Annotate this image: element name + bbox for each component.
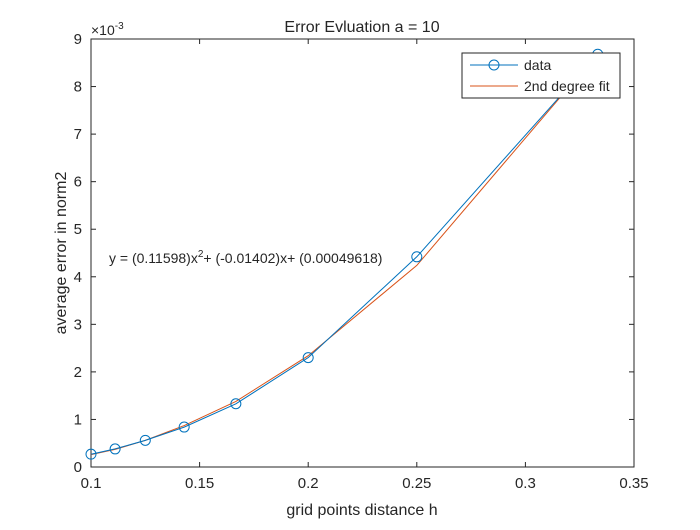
y-tick-label: 2	[74, 364, 82, 381]
data-point	[411, 251, 423, 263]
legend: data 2nd degree fit	[461, 52, 621, 99]
y-tick-label: 7	[74, 126, 82, 143]
y-axis-exponent-base: ×10	[91, 22, 115, 38]
y-axis-exponent: ×10-3	[91, 21, 124, 38]
x-tick-label: 0.3	[515, 475, 536, 492]
x-tick-label: 0.25	[402, 475, 431, 492]
legend-label-0: data	[524, 57, 551, 73]
y-tick-label: 3	[74, 316, 82, 333]
fit-equation-suffix: + (-0.01402)x+ (0.00049618)	[203, 250, 382, 266]
data-point	[139, 434, 151, 446]
fit-equation-annotation: y = (0.11598)x2+ (-0.01402)x+ (0.0004961…	[109, 249, 382, 266]
y-tick-label: 4	[74, 269, 82, 286]
x-tick-label: 0.1	[81, 475, 102, 492]
y-tick-label: 1	[74, 411, 82, 428]
x-tick-label: 0.15	[185, 475, 214, 492]
data-point	[85, 448, 97, 460]
x-axis-ticks: 0.1 0.15 0.2 0.25 0.3 0.35	[81, 39, 649, 492]
y-axis-ticks: 0 1 2 3 4 5 6 7 8 9	[74, 31, 634, 476]
legend-marker	[488, 59, 500, 71]
data-point	[178, 421, 190, 433]
data-point	[230, 398, 242, 410]
fit-equation-exponent: 2	[198, 249, 204, 260]
y-axis-label: average error in norm2	[53, 172, 70, 335]
plot-area	[90, 38, 635, 468]
chart-title: Error Evluation a = 10	[284, 19, 439, 36]
y-tick-label: 8	[74, 79, 82, 96]
x-tick-label: 0.35	[619, 475, 648, 492]
y-axis-exponent-power: -3	[115, 21, 124, 32]
series-layer	[85, 48, 604, 460]
legend-label-1: 2nd degree fit	[524, 78, 610, 94]
legend-box	[461, 52, 621, 99]
data-point	[302, 352, 314, 364]
y-tick-label: 6	[74, 174, 82, 191]
y-tick-label: 9	[74, 31, 82, 48]
y-tick-label: 5	[74, 221, 82, 238]
x-axis-label: grid points distance h	[286, 502, 437, 519]
y-tick-label: 0	[74, 459, 82, 476]
data-point	[109, 443, 121, 455]
fit-equation-prefix: y = (0.11598)x	[109, 250, 198, 266]
x-tick-label: 0.2	[298, 475, 319, 492]
